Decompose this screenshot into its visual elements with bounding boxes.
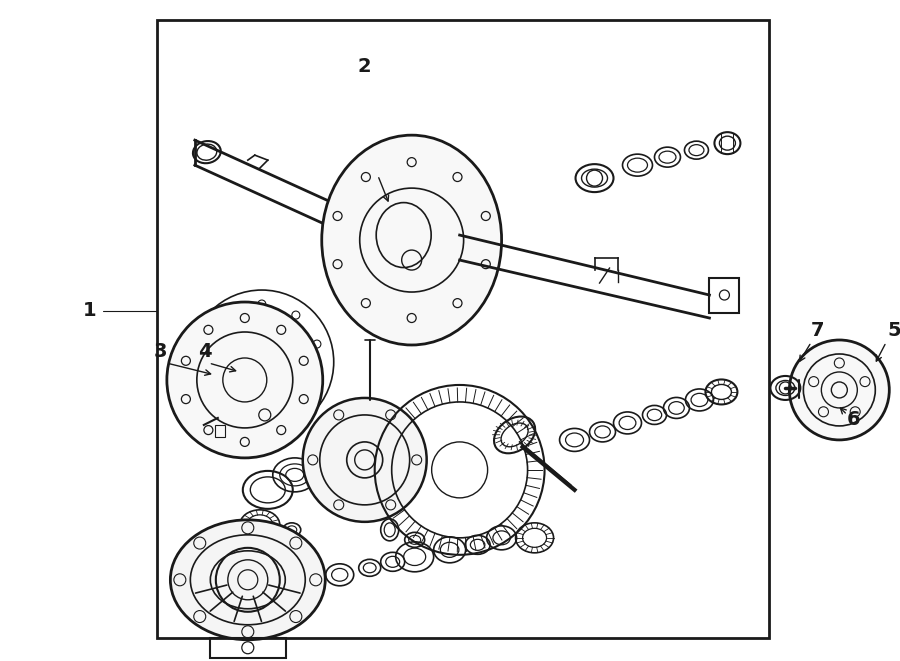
Bar [210,638,286,658]
Bar [158,20,769,638]
Text: 3: 3 [153,342,166,362]
Circle shape [302,398,427,522]
Ellipse shape [321,135,501,345]
Text: 5: 5 [887,321,900,340]
Text: 1: 1 [83,301,96,320]
Circle shape [166,302,323,458]
Text: 6: 6 [847,410,860,430]
Ellipse shape [170,520,325,640]
Text: 2: 2 [358,57,372,76]
Circle shape [789,340,889,440]
Bar [709,278,740,313]
Text: 4: 4 [198,342,212,362]
Bar [215,425,225,437]
Text: 7: 7 [811,321,824,340]
